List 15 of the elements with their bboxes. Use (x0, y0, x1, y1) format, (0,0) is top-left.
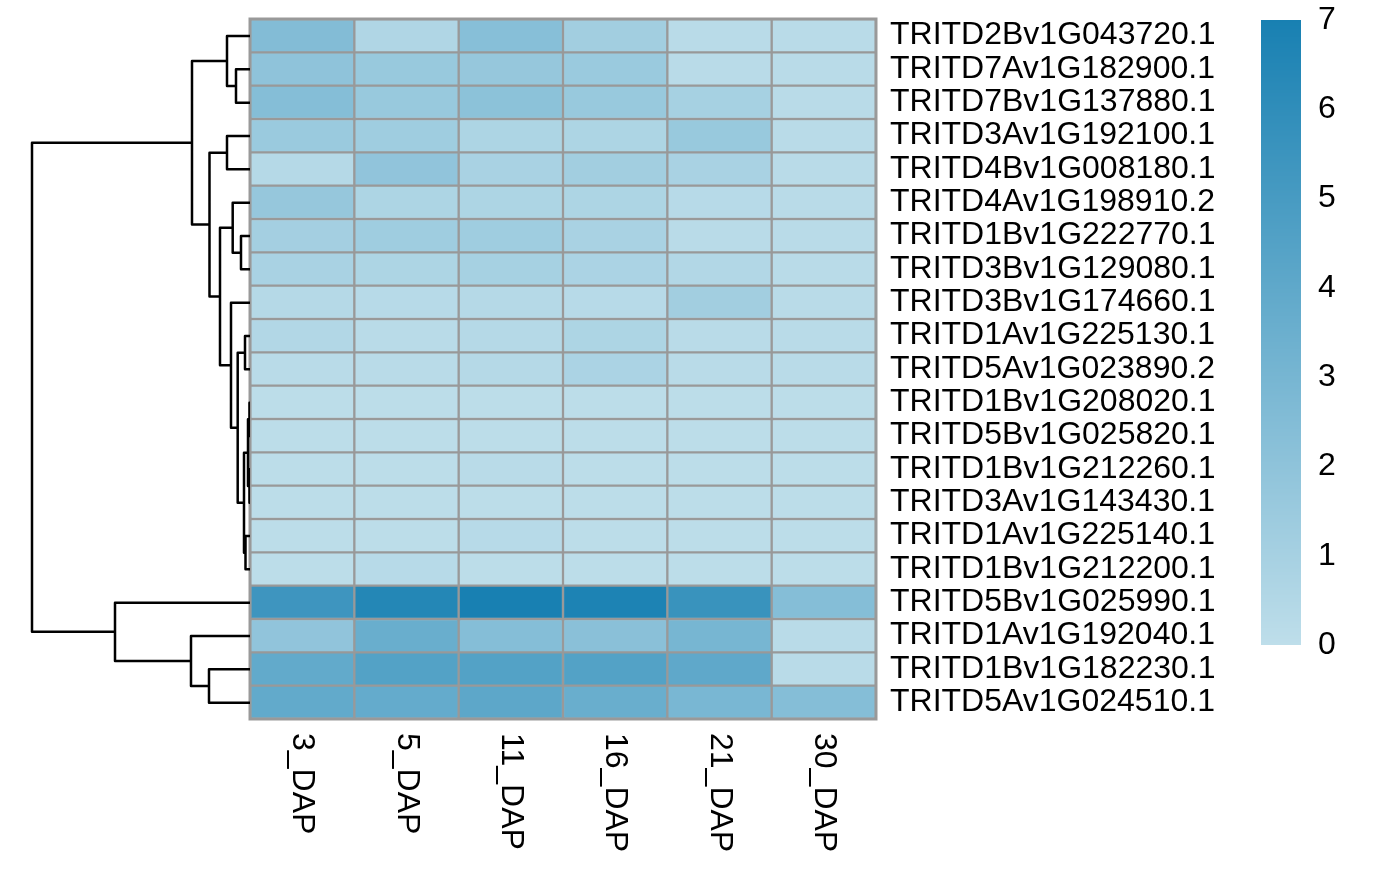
x-tick-label: 11_DAP (495, 733, 532, 850)
color-bar-label: 3 (1318, 356, 1336, 393)
x-tick-label: 30_DAP (808, 733, 845, 853)
x-tick-label: 21_DAP (703, 733, 740, 853)
color-bar-label: 7 (1318, 0, 1336, 36)
x-tick-label: 3_DAP (286, 733, 323, 835)
color-bar-label: 6 (1318, 89, 1336, 126)
y-tick-label: TRITD5Av1G024510.1 (890, 682, 1215, 719)
color-bar-label: 5 (1318, 178, 1336, 215)
color-bar-label: 0 (1318, 624, 1336, 661)
color-bar-label: 2 (1318, 446, 1336, 483)
color-bar-label: 1 (1318, 535, 1336, 572)
color-bar-label: 4 (1318, 267, 1336, 304)
x-tick-label: 5_DAP (390, 733, 427, 835)
x-tick-label: 16_DAP (599, 733, 636, 853)
